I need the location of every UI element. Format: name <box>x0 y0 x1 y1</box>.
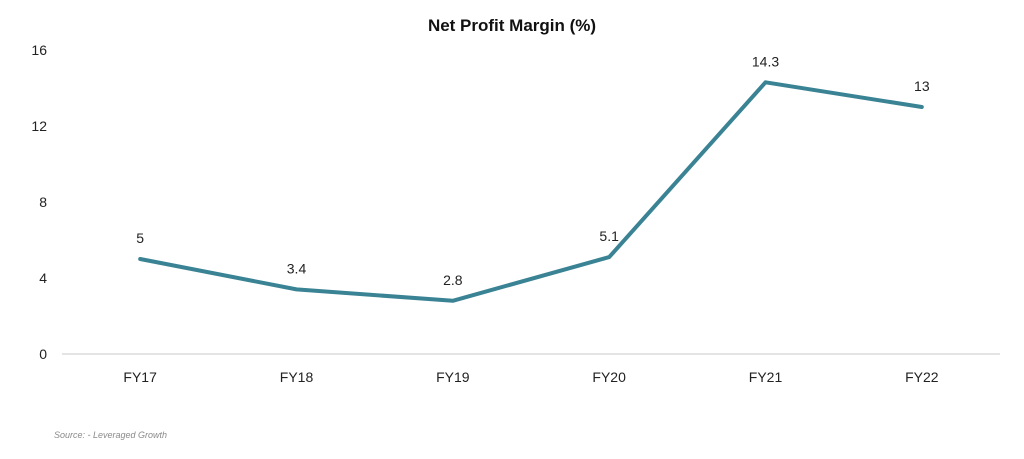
source-note: Source: - Leveraged Growth <box>54 430 167 440</box>
data-label: 2.8 <box>443 272 463 288</box>
data-label: 14.3 <box>752 53 779 69</box>
y-tick-label: 0 <box>39 346 47 362</box>
series-line <box>138 80 924 303</box>
data-label: 13 <box>914 78 930 94</box>
y-tick-label: 4 <box>39 270 47 286</box>
x-tick-label: FY19 <box>436 369 470 385</box>
y-tick-label: 16 <box>31 42 47 58</box>
y-tick-label: 12 <box>31 118 47 134</box>
data-label: 5.1 <box>599 228 619 244</box>
x-tick-label: FY22 <box>905 369 939 385</box>
x-tick-label: FY18 <box>280 369 314 385</box>
x-tick-label: FY21 <box>749 369 783 385</box>
x-tick-label: FY20 <box>592 369 626 385</box>
x-tick-label: FY17 <box>123 369 157 385</box>
x-axis: FY17 FY18 FY19 FY20 FY21 FY22 <box>123 369 938 385</box>
y-tick-label: 8 <box>39 194 47 210</box>
data-label: 5 <box>136 230 144 246</box>
data-label: 3.4 <box>287 260 307 276</box>
data-labels: 5 3.4 2.8 5.1 14.3 13 <box>136 53 930 287</box>
chart-title: Net Profit Margin (%) <box>428 16 596 35</box>
y-axis: 0 4 8 12 16 <box>31 42 47 362</box>
